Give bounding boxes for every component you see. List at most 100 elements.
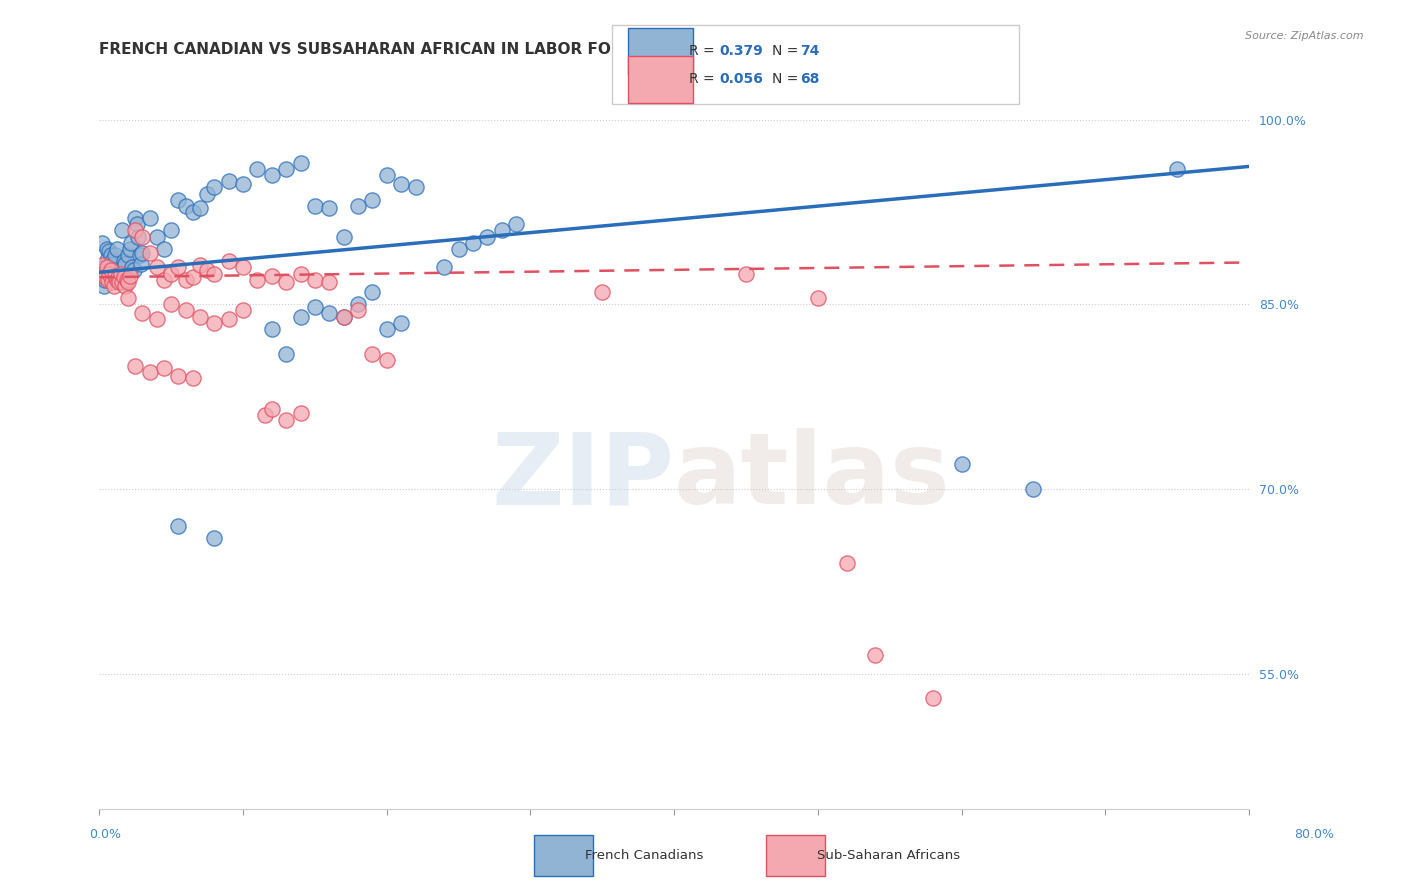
Point xyxy=(318,306,340,320)
Point xyxy=(105,242,128,256)
Text: FRENCH CANADIAN VS SUBSAHARAN AFRICAN IN LABOR FORCE | AGE 25-29 CORRELATION CHA: FRENCH CANADIAN VS SUBSAHARAN AFRICAN IN… xyxy=(100,42,938,58)
Point xyxy=(112,254,135,268)
Point xyxy=(111,275,134,289)
Point xyxy=(290,310,312,324)
Point xyxy=(347,297,370,311)
Point xyxy=(97,251,120,265)
Point xyxy=(127,229,149,244)
Point xyxy=(128,248,150,262)
Point xyxy=(100,263,122,277)
Point xyxy=(260,168,283,182)
Point xyxy=(167,519,190,533)
Point xyxy=(290,267,312,281)
Point xyxy=(114,278,136,293)
Point xyxy=(129,257,152,271)
Point xyxy=(361,285,384,299)
Point xyxy=(332,310,354,324)
Point xyxy=(188,202,211,216)
Point xyxy=(260,268,283,283)
Point xyxy=(865,648,887,662)
Point xyxy=(160,267,183,281)
Point xyxy=(91,235,114,250)
Text: French Canadians: French Canadians xyxy=(585,849,703,862)
Point xyxy=(131,245,153,260)
Text: 68: 68 xyxy=(800,72,820,87)
Point xyxy=(124,211,146,226)
Point xyxy=(477,229,499,244)
Point xyxy=(104,268,127,283)
Point xyxy=(188,258,211,272)
Point xyxy=(174,303,197,318)
Point xyxy=(188,310,211,324)
Text: 80.0%: 80.0% xyxy=(1295,828,1334,840)
Point xyxy=(202,267,225,281)
Point xyxy=(98,244,121,259)
Point xyxy=(375,168,398,182)
Point xyxy=(94,273,117,287)
Point xyxy=(332,310,354,324)
Point xyxy=(202,180,225,194)
Point xyxy=(93,260,115,275)
Point xyxy=(505,217,527,231)
Point xyxy=(591,285,613,299)
Point xyxy=(91,258,114,272)
Point xyxy=(232,260,254,275)
Point xyxy=(181,371,204,385)
Text: R =: R = xyxy=(689,44,718,58)
Text: R =: R = xyxy=(689,72,718,87)
Point xyxy=(146,312,169,326)
Point xyxy=(124,223,146,237)
Point xyxy=(375,352,398,367)
Point xyxy=(491,223,513,237)
Point xyxy=(100,248,122,262)
Point xyxy=(107,273,129,287)
Point xyxy=(105,273,128,287)
Point xyxy=(202,316,225,330)
Point xyxy=(389,316,412,330)
Point xyxy=(361,346,384,360)
Point xyxy=(276,413,298,427)
Point xyxy=(260,322,283,336)
Point xyxy=(110,263,132,277)
Point xyxy=(124,359,146,373)
Point xyxy=(107,270,129,285)
Point xyxy=(361,193,384,207)
Point xyxy=(375,322,398,336)
Point xyxy=(117,291,139,305)
Point xyxy=(290,406,312,420)
Text: 0.0%: 0.0% xyxy=(90,828,121,840)
Point xyxy=(304,199,326,213)
Text: ZIP: ZIP xyxy=(491,428,675,525)
Text: N =: N = xyxy=(772,44,803,58)
Point xyxy=(218,312,240,326)
Point xyxy=(304,273,326,287)
Point xyxy=(121,260,143,275)
Point xyxy=(347,303,370,318)
Point xyxy=(433,260,456,275)
Point xyxy=(138,211,160,226)
Point xyxy=(318,275,340,289)
Point xyxy=(332,229,354,244)
Point xyxy=(405,180,427,194)
Point xyxy=(167,260,190,275)
Point xyxy=(461,235,484,250)
Point xyxy=(125,217,148,231)
Point xyxy=(131,229,153,244)
Point xyxy=(174,273,197,287)
Point xyxy=(108,275,131,289)
Point xyxy=(118,242,141,256)
Point xyxy=(195,186,218,201)
Point xyxy=(153,273,176,287)
Point xyxy=(153,361,176,376)
Text: Sub-Saharan Africans: Sub-Saharan Africans xyxy=(817,849,960,862)
Point xyxy=(117,248,139,262)
Point xyxy=(246,161,269,176)
Text: atlas: atlas xyxy=(675,428,950,525)
Text: 0.379: 0.379 xyxy=(720,44,763,58)
Point xyxy=(276,275,298,289)
Point xyxy=(181,205,204,219)
Point xyxy=(96,260,118,275)
Point xyxy=(276,161,298,176)
Point xyxy=(921,691,943,706)
Point xyxy=(1022,482,1045,496)
